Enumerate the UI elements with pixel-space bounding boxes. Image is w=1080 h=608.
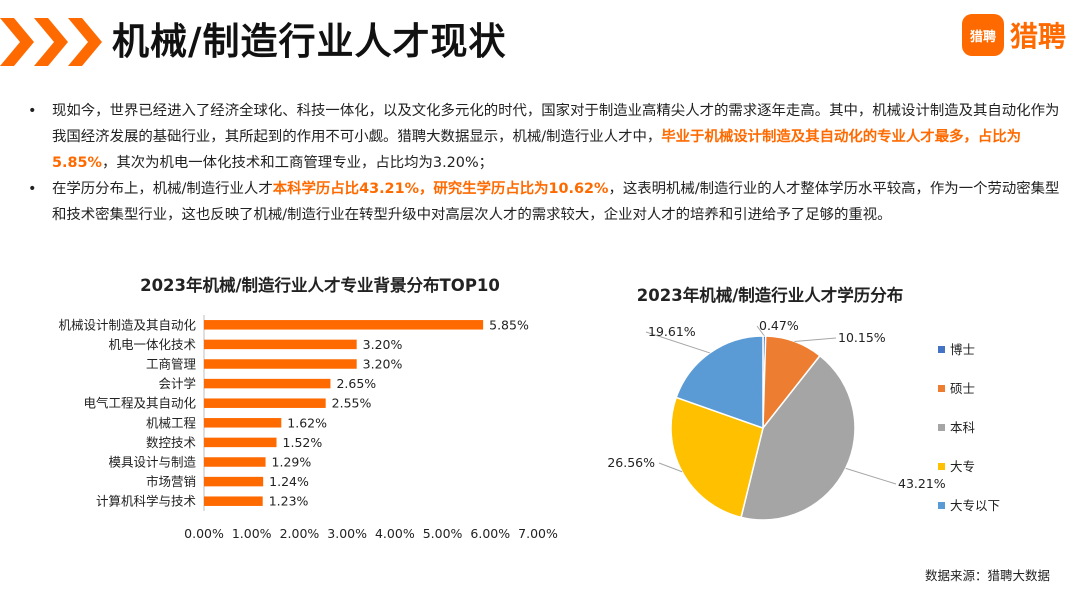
bullet-0: • 现如今，世界已经进入了经济全球化、科技一体化，以及文化多元化的时代，国家对于… <box>22 98 1062 176</box>
legend-label: 本科 <box>950 420 976 435</box>
bar-value-label: 3.20% <box>363 357 403 372</box>
chevron-arrows-icon <box>0 18 102 66</box>
pie-leader-line <box>658 462 683 473</box>
bar-category-label: 机械设计制造及其自动化 <box>58 317 196 332</box>
logo-text: 猎聘 <box>1009 20 1066 53</box>
x-tick-label: 0.00% <box>184 526 224 541</box>
bullet-1-seg-2: ，这表明机械/制造行业的人才整体学历水平较高，作为一个劳动密集型和技术密集型行业… <box>52 181 1060 223</box>
x-tick-label: 7.00% <box>518 526 558 541</box>
bullet-1-seg-0: 在学历分布上，机械/制造行业人才 <box>52 181 273 197</box>
legend-label: 大专以下 <box>950 498 1000 513</box>
bar-value-label: 1.23% <box>269 494 309 509</box>
pie-value-label: 26.56% <box>607 455 655 470</box>
legend-swatch <box>938 424 945 431</box>
bar <box>204 320 484 330</box>
bullet-dot: • <box>28 103 37 119</box>
bar-chart: 机械设计制造及其自动化 5.85% 机电一体化技术 3.20% 工商管理 3.20% 会计学… <box>58 315 558 541</box>
bar <box>204 418 282 428</box>
bullet-0-seg-0: 现如今，世界已经进入了经济全球化、科技一体化，以及文化多元化的时代，国家对于制造… <box>52 103 1060 145</box>
bar <box>204 496 263 506</box>
legend-label: 博士 <box>950 342 975 357</box>
bar-category-label: 数控技术 <box>146 435 197 450</box>
logo-icon: 猎聘 <box>961 14 1004 56</box>
page-title: 机械/制造行业人才现状 <box>112 20 507 63</box>
bullet-0-highlight: 毕业于机械设计制造及其自动化的专业人才最多，占比为5.85% <box>52 129 1022 171</box>
pie-leader-line <box>645 331 710 354</box>
bar-category-label: 电气工程及其自动化 <box>83 396 196 411</box>
bullet-1: • 在学历分布上，机械/制造行业人才本科学历占比43.21%，研究生学历占比为1… <box>22 176 1062 228</box>
pie-value-label: 0.47% <box>759 318 799 333</box>
summary-bullets: • 现如今，世界已经进入了经济全球化、科技一体化，以及文化多元化的时代，国家对于… <box>22 98 1062 228</box>
pie-leader-line <box>845 467 897 485</box>
bar <box>204 398 326 408</box>
bar-value-label: 1.29% <box>272 455 312 470</box>
bar <box>204 476 264 487</box>
bar <box>204 457 266 467</box>
bar-value-label: 1.24% <box>269 474 309 489</box>
bar-chart-title: 2023年机械/制造行业人才专业背景分布TOP10 <box>140 276 500 295</box>
bar-value-label: 1.62% <box>287 415 327 430</box>
pie-slice <box>740 354 856 521</box>
x-tick-label: 3.00% <box>327 526 367 541</box>
x-tick-label: 4.00% <box>375 526 415 541</box>
pie-leader-line <box>756 325 765 337</box>
legend-swatch <box>938 502 945 509</box>
x-tick-label: 5.00% <box>423 526 463 541</box>
bar-category-label: 模具设计与制造 <box>108 455 196 470</box>
bar-category-label: 会计学 <box>158 376 196 391</box>
pie-value-label: 10.15% <box>838 330 886 345</box>
bar-value-label: 1.52% <box>283 435 323 450</box>
x-tick-label: 6.00% <box>470 526 510 541</box>
pie-slice <box>670 396 764 519</box>
pie-chart-title: 2023年机械/制造行业人才学历分布 <box>636 286 904 305</box>
pie-value-label: 43.21% <box>898 476 946 491</box>
legend-label: 大专 <box>950 459 975 474</box>
bar-value-label: 2.55% <box>332 396 372 411</box>
bar-category-label: 机械工程 <box>146 415 197 430</box>
bar <box>204 437 277 448</box>
bar <box>204 339 357 350</box>
bar-category-label: 计算机科学与技术 <box>96 494 197 509</box>
data-source: 数据来源：猎聘大数据 <box>924 568 1050 583</box>
pie-chart: 0.47% 10.15% 43.21% 26.56% 19.61% 博士硕士本科大专大专以… <box>607 318 1000 521</box>
x-tick-label: 1.00% <box>232 526 272 541</box>
bar-value-label: 2.65% <box>336 376 376 391</box>
liepin-logo: 猎聘 猎聘 <box>961 14 1066 56</box>
bar-category-label: 机电一体化技术 <box>108 337 196 352</box>
bar-value-label: 3.20% <box>363 337 403 352</box>
legend-swatch <box>938 385 945 392</box>
legend-swatch <box>938 463 945 470</box>
legend-swatch <box>938 346 945 353</box>
bullet-1-highlight: 本科学历占比43.21%，研究生学历占比为10.62% <box>272 181 609 197</box>
pie-slice <box>675 335 764 430</box>
pie-leader-line <box>794 337 837 343</box>
bar <box>204 359 357 369</box>
x-tick-label: 2.00% <box>280 526 320 541</box>
pie-value-label: 19.61% <box>648 324 696 339</box>
legend-label: 硕士 <box>950 381 975 396</box>
bar-value-label: 5.85% <box>489 317 529 332</box>
bar-category-label: 市场营销 <box>146 474 196 489</box>
bullet-0-seg-2: ，其次为机电一体化技术和工商管理专业，占比均为3.20%； <box>101 155 494 171</box>
bar <box>204 378 331 389</box>
bullet-dot: • <box>28 181 37 197</box>
bar-category-label: 工商管理 <box>146 357 197 372</box>
